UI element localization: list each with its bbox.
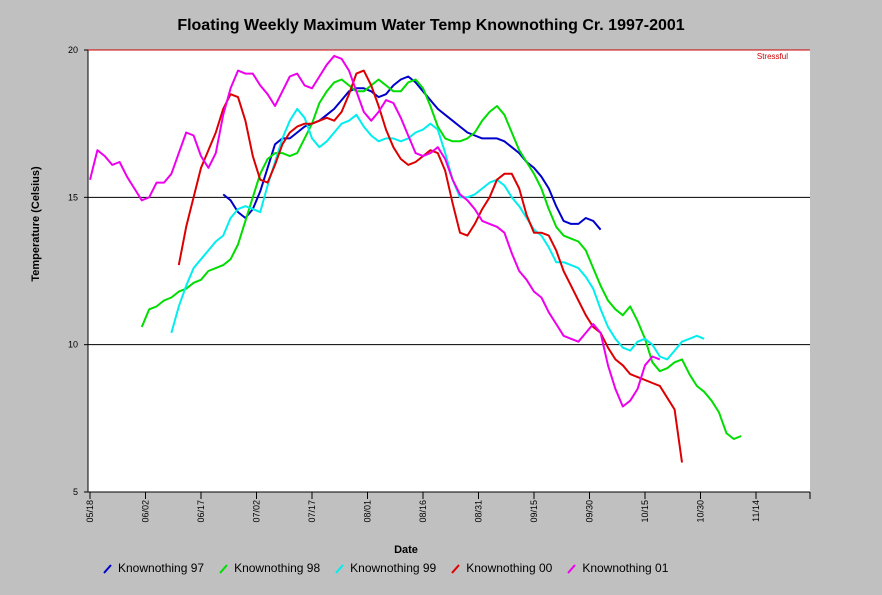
x-tick-label: 09/30: [585, 500, 595, 523]
stressful-label: Stressful: [757, 52, 788, 61]
x-tick-label: 06/02: [141, 500, 151, 523]
legend-item-2: Knownothing 99: [334, 559, 436, 577]
x-tick-label: 08/31: [474, 500, 484, 523]
x-tick-label: 07/17: [307, 500, 317, 523]
x-axis-label: Date: [394, 544, 418, 556]
legend-item-1: Knownothing 98: [218, 559, 320, 577]
y-tick-label: 20: [68, 45, 78, 55]
series-line-1: [140, 78, 742, 440]
series-line-2: [170, 107, 705, 361]
x-tick-label: 05/18: [85, 500, 95, 523]
chart-title: Floating Weekly Maximum Water Temp Known…: [177, 17, 685, 34]
legend-item-4: Knownothing 01: [566, 559, 668, 577]
legend-swatch-line: [451, 564, 460, 574]
x-tick-label: 06/17: [196, 500, 206, 523]
legend-label: Knownothing 99: [350, 561, 437, 575]
series-line-4: [89, 54, 661, 408]
legend-label: Knownothing 00: [466, 561, 553, 575]
legend-swatch-icon: [335, 564, 344, 574]
legend-swatch-line: [219, 564, 228, 574]
series-lines: [89, 54, 742, 463]
legend-item-3: Knownothing 00: [450, 559, 552, 577]
x-tick-label: 07/02: [252, 500, 262, 523]
legend-label: Knownothing 01: [582, 561, 669, 575]
legend-item-0: Knownothing 97: [102, 559, 204, 577]
x-tick-label: 09/15: [529, 500, 539, 523]
x-tick-label: 08/16: [418, 500, 428, 523]
legend-swatch-icon: [219, 564, 228, 574]
x-tick-label: 10/30: [696, 500, 706, 523]
grid-lines: [88, 196, 810, 346]
legend-swatch-icon: [103, 564, 112, 574]
axes: 5 10 15 20 05/18 06/02 06/17 07/02 07/17 08/01 08/…: [68, 45, 811, 523]
legend: Knownothing 97 Knownothing 98 Knownothing …: [102, 559, 682, 577]
x-tick-label: 08/01: [363, 500, 373, 523]
y-tick-label: 5: [73, 487, 78, 497]
legend-swatch-line: [103, 564, 112, 574]
x-tick-label: 10/15: [640, 500, 650, 523]
legend-swatch-line: [567, 564, 577, 574]
legend-swatch-line: [335, 564, 344, 574]
x-tick-label: 11/14: [751, 500, 761, 522]
legend-swatch-icon: [451, 564, 460, 574]
legend-label: Knownothing 98: [234, 561, 321, 575]
y-axis-label: Temperature (Celsius): [30, 166, 42, 282]
legend-label: Knownothing 97: [118, 561, 205, 575]
y-tick-label: 15: [68, 192, 78, 202]
y-tick-label: 10: [68, 340, 78, 350]
threshold-line: Stressful: [88, 49, 810, 61]
plot-area: [88, 50, 810, 492]
legend-swatch-icon: [567, 564, 577, 574]
